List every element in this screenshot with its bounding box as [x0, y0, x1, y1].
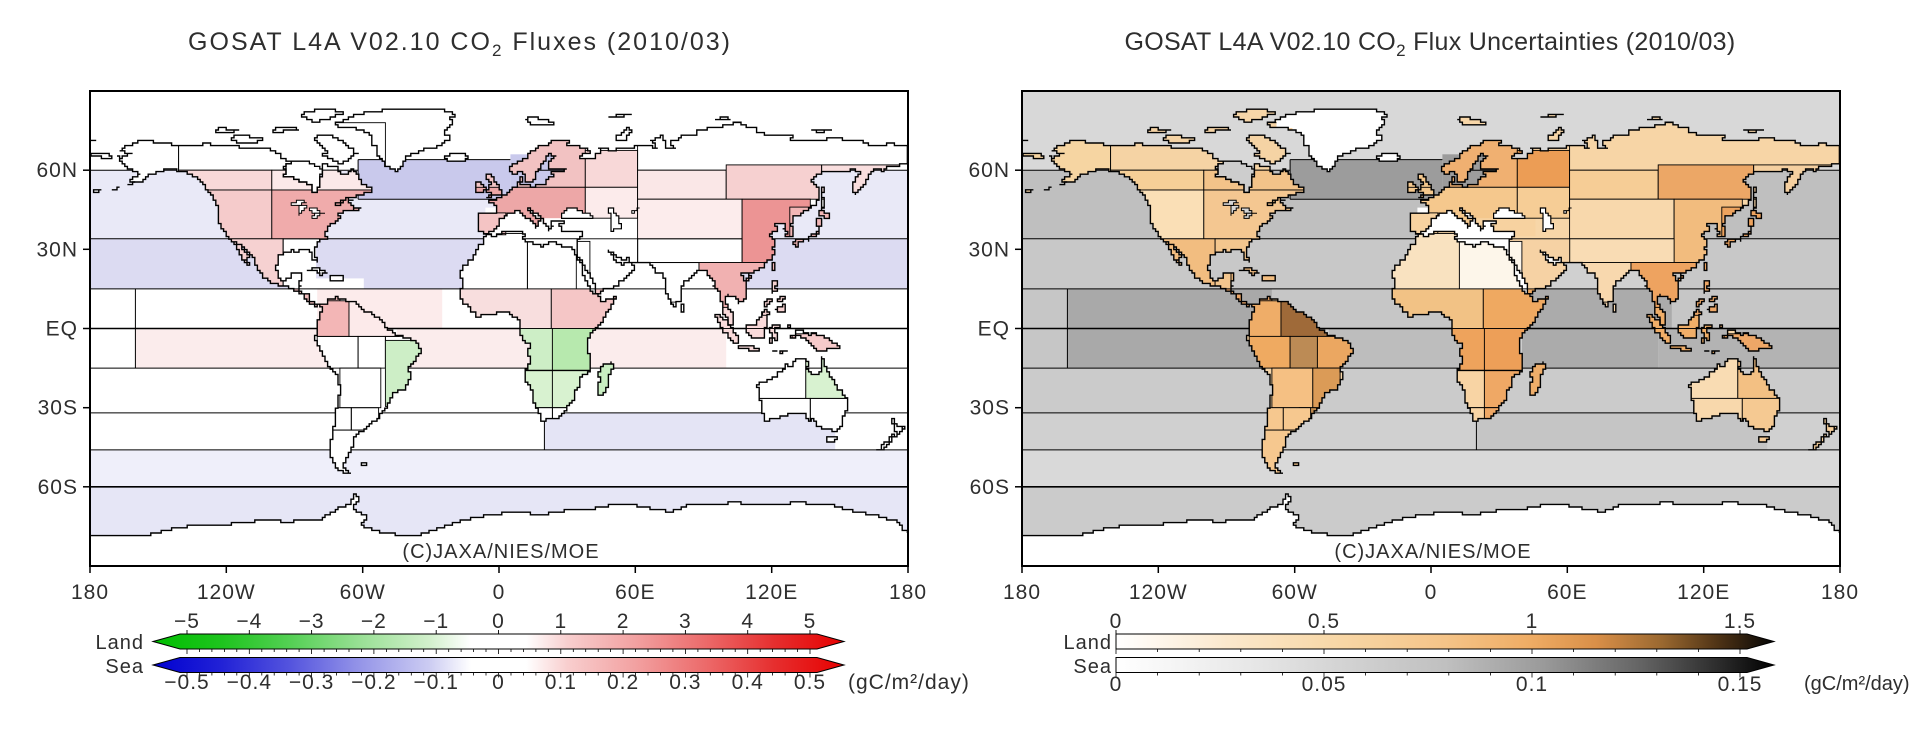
svg-text:180: 180 — [71, 581, 109, 604]
svg-text:120E: 120E — [1677, 581, 1730, 604]
svg-text:0.5: 0.5 — [794, 671, 826, 694]
svg-text:EQ: EQ — [978, 318, 1010, 341]
svg-text:60W: 60W — [340, 581, 386, 604]
svg-text:1: 1 — [1526, 610, 1539, 633]
svg-text:60E: 60E — [1547, 581, 1587, 604]
svg-text:60N: 60N — [968, 159, 1010, 182]
svg-text:0: 0 — [492, 671, 505, 694]
svg-text:120E: 120E — [745, 581, 798, 604]
svg-text:30S: 30S — [38, 397, 78, 420]
svg-text:−1: −1 — [423, 610, 449, 633]
svg-text:0.5: 0.5 — [1308, 610, 1340, 633]
svg-text:2: 2 — [617, 610, 630, 633]
svg-text:30N: 30N — [968, 238, 1010, 261]
svg-text:120W: 120W — [1129, 581, 1188, 604]
svg-text:0: 0 — [492, 610, 505, 633]
svg-text:3: 3 — [679, 610, 692, 633]
svg-text:4: 4 — [741, 610, 754, 633]
svg-text:Sea: Sea — [105, 656, 144, 678]
svg-text:GOSAT L4A V02.10 CO2 Fluxes (2: GOSAT L4A V02.10 CO2 Fluxes (2010/03) — [188, 28, 732, 60]
svg-text:0.3: 0.3 — [669, 671, 701, 694]
svg-text:−0.5: −0.5 — [164, 671, 209, 694]
svg-text:Sea: Sea — [1073, 656, 1112, 678]
svg-text:Land: Land — [96, 632, 145, 654]
svg-text:30N: 30N — [36, 238, 78, 261]
svg-text:0: 0 — [1110, 673, 1123, 696]
svg-text:−0.2: −0.2 — [351, 671, 396, 694]
svg-text:−3: −3 — [299, 610, 325, 633]
svg-text:0: 0 — [1110, 610, 1123, 633]
svg-text:0: 0 — [493, 581, 506, 604]
svg-text:180: 180 — [1003, 581, 1041, 604]
svg-text:60S: 60S — [38, 476, 78, 499]
svg-text:0: 0 — [1425, 581, 1438, 604]
svg-text:180: 180 — [1821, 581, 1859, 604]
svg-text:60E: 60E — [615, 581, 655, 604]
svg-text:1.5: 1.5 — [1724, 610, 1756, 633]
svg-text:0.1: 0.1 — [545, 671, 577, 694]
svg-text:(C)JAXA/NIES/MOE: (C)JAXA/NIES/MOE — [1334, 541, 1531, 563]
svg-text:−0.4: −0.4 — [227, 671, 272, 694]
svg-text:60N: 60N — [36, 159, 78, 182]
svg-text:0.2: 0.2 — [607, 671, 639, 694]
svg-text:(C)JAXA/NIES/MOE: (C)JAXA/NIES/MOE — [402, 541, 599, 563]
svg-text:120W: 120W — [197, 581, 256, 604]
svg-text:60W: 60W — [1272, 581, 1318, 604]
svg-text:0.15: 0.15 — [1718, 673, 1763, 696]
svg-text:180: 180 — [889, 581, 927, 604]
svg-text:−2: −2 — [361, 610, 387, 633]
svg-text:(gC/m²/day): (gC/m²/day) — [848, 671, 970, 694]
svg-text:0.4: 0.4 — [732, 671, 764, 694]
svg-text:GOSAT L4A V02.10 CO2 Flux Unce: GOSAT L4A V02.10 CO2 Flux Uncertainties … — [1124, 28, 1735, 60]
svg-text:(gC/m²/day): (gC/m²/day) — [1804, 673, 1910, 695]
svg-text:5: 5 — [804, 610, 817, 633]
svg-text:1: 1 — [554, 610, 567, 633]
svg-text:60S: 60S — [970, 476, 1010, 499]
svg-text:−0.3: −0.3 — [289, 671, 334, 694]
svg-text:−4: −4 — [236, 610, 262, 633]
svg-text:−5: −5 — [174, 610, 200, 633]
svg-text:EQ: EQ — [46, 318, 78, 341]
svg-text:0.1: 0.1 — [1516, 673, 1548, 696]
svg-text:−0.1: −0.1 — [413, 671, 458, 694]
svg-text:0.05: 0.05 — [1302, 673, 1347, 696]
svg-text:30S: 30S — [970, 397, 1010, 420]
svg-text:Land: Land — [1064, 632, 1113, 654]
